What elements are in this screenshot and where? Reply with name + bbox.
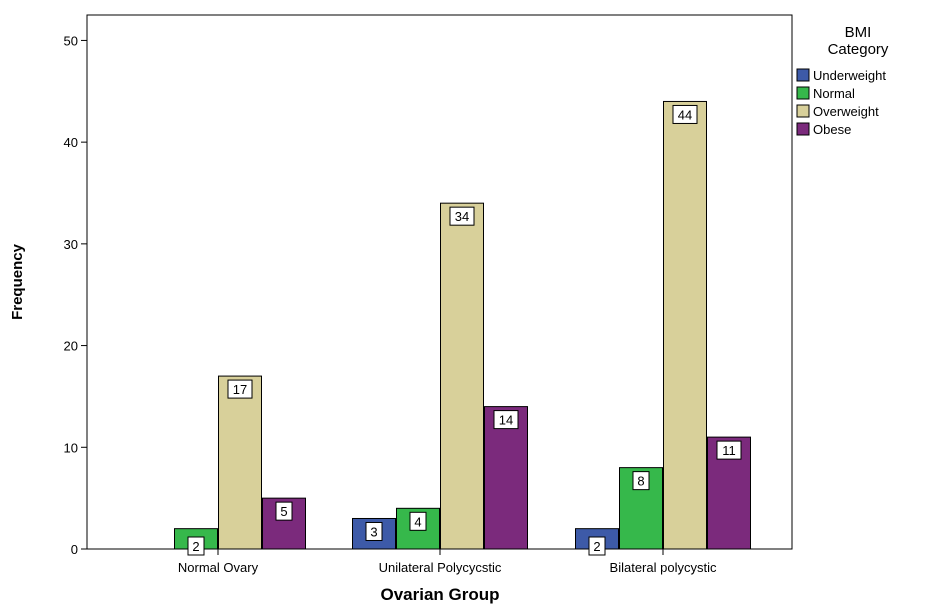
x-tick-label: Bilateral polycystic bbox=[610, 560, 717, 575]
data-label-box bbox=[365, 521, 383, 541]
legend-title-line-2: Category bbox=[828, 41, 889, 58]
data-label-box bbox=[275, 501, 293, 521]
legend-swatch-overweight bbox=[796, 104, 810, 118]
x-axis-title: Ovarian Group bbox=[380, 585, 499, 604]
data-label: 4 bbox=[414, 514, 421, 529]
y-tick-label: 20 bbox=[64, 339, 78, 354]
bar-overweight-1 bbox=[440, 202, 484, 550]
y-tick-label: 50 bbox=[64, 33, 78, 48]
data-label: 2 bbox=[593, 539, 600, 554]
legend-swatch-obese bbox=[796, 122, 810, 136]
legend-label-underweight: Underweight bbox=[813, 68, 886, 83]
legend-title-line-1: BMI bbox=[845, 24, 872, 41]
data-label-box bbox=[588, 536, 606, 556]
legend-label-normal: Normal bbox=[813, 86, 855, 101]
data-label-box bbox=[449, 206, 475, 226]
data-label: 17 bbox=[233, 382, 247, 397]
x-tick-label: Normal Ovary bbox=[178, 560, 259, 575]
data-label: 44 bbox=[678, 107, 692, 122]
data-label-box bbox=[409, 511, 427, 531]
y-axis: 0 10 20 30 40 50 bbox=[64, 33, 87, 557]
data-label: 2 bbox=[192, 539, 199, 554]
data-label-box bbox=[187, 536, 205, 556]
legend-label-obese: Obese bbox=[813, 122, 851, 137]
y-tick-label: 0 bbox=[71, 542, 78, 557]
data-label: 3 bbox=[370, 524, 377, 539]
data-label: 34 bbox=[455, 209, 469, 224]
data-label: 8 bbox=[637, 474, 644, 489]
x-axis: Normal Ovary Unilateral Polycycstic Bilate… bbox=[178, 549, 717, 575]
bar-overweight-2 bbox=[663, 100, 707, 550]
y-axis-title: Frequency bbox=[9, 243, 26, 320]
x-tick-label: Unilateral Polycycstic bbox=[379, 560, 502, 575]
data-label-box bbox=[672, 104, 698, 124]
y-tick-label: 10 bbox=[64, 440, 78, 455]
y-tick-label: 40 bbox=[64, 135, 78, 150]
legend: BMI Category Underweight Normal Overweight… bbox=[796, 24, 889, 137]
data-label-box bbox=[493, 410, 519, 430]
data-label-box bbox=[227, 379, 253, 399]
data-label: 11 bbox=[722, 443, 736, 458]
legend-label-overweight: Overweight bbox=[813, 104, 879, 119]
bar-obese-1 bbox=[484, 406, 528, 550]
data-label: 14 bbox=[499, 413, 513, 428]
legend-swatch-normal bbox=[796, 86, 810, 100]
data-label: 5 bbox=[280, 504, 287, 519]
bar-overweight-0 bbox=[218, 375, 262, 550]
data-label-box bbox=[632, 471, 650, 491]
y-tick-label: 30 bbox=[64, 237, 78, 252]
legend-swatch-underweight bbox=[796, 68, 810, 82]
data-label-box bbox=[716, 440, 742, 460]
